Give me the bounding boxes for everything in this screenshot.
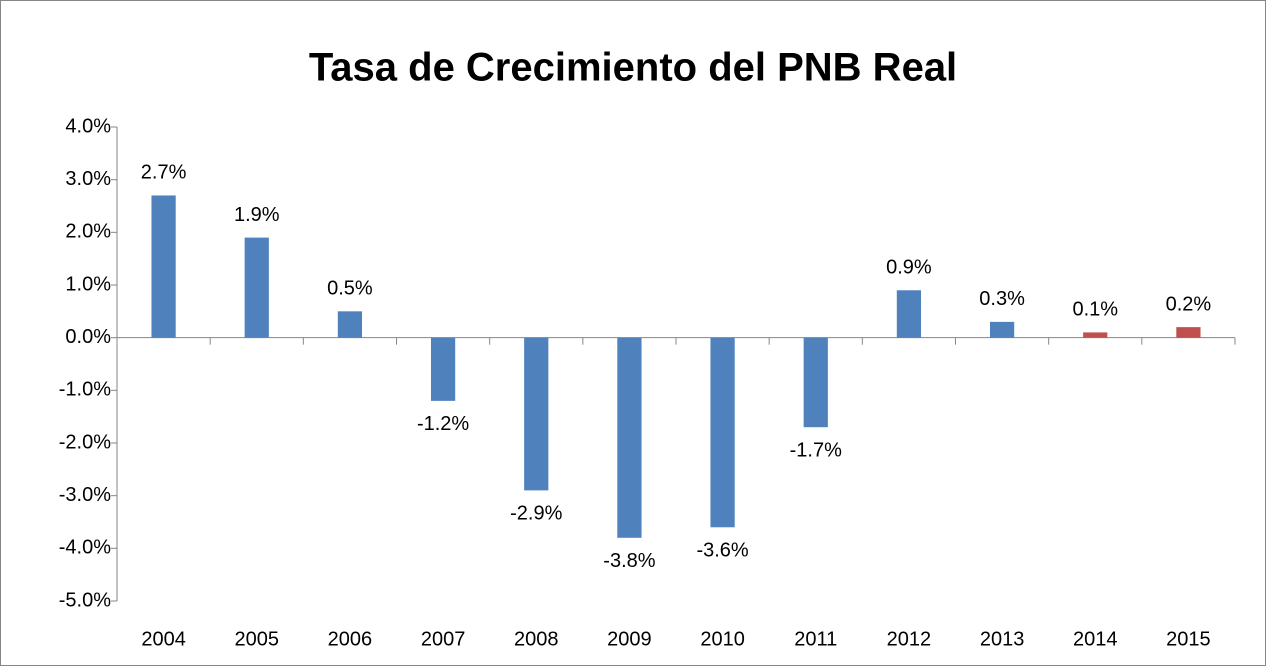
x-tick-label: 2004	[141, 628, 186, 650]
y-tick-label: 0.0%	[65, 326, 111, 348]
x-tick-label: 2012	[887, 628, 932, 650]
y-tick-label: 1.0%	[65, 273, 111, 295]
data-label: 0.9%	[886, 257, 932, 279]
bar	[1176, 327, 1201, 338]
y-tick-label: -2.0%	[59, 431, 111, 453]
x-tick-label: 2007	[421, 628, 466, 650]
y-tick-label: -3.0%	[59, 484, 111, 506]
bar	[896, 290, 922, 338]
y-tick-label: -5.0%	[59, 589, 111, 611]
y-tick-label: 2.0%	[65, 221, 111, 243]
bar	[244, 237, 269, 338]
x-tick-label: 2006	[328, 628, 373, 650]
data-label: -3.6%	[696, 540, 748, 562]
x-tick-label: 2005	[235, 628, 280, 650]
data-label: 0.1%	[1072, 299, 1118, 321]
bar	[337, 311, 363, 338]
x-tick-label: 2011	[794, 628, 837, 650]
y-tick-label: -1.0%	[59, 379, 111, 401]
data-label: -1.7%	[790, 439, 842, 461]
data-label: -2.9%	[510, 503, 562, 525]
x-tick-label: 2008	[514, 628, 559, 650]
bar	[989, 321, 1015, 338]
data-label: 0.5%	[327, 278, 373, 300]
y-tick-label: 3.0%	[65, 168, 111, 190]
bar	[710, 337, 735, 528]
bar	[151, 195, 176, 338]
data-label: 2.7%	[141, 162, 187, 184]
x-tick-label: 2010	[700, 628, 745, 650]
data-label: -3.8%	[603, 550, 655, 572]
data-label: 0.3%	[979, 288, 1025, 310]
bar	[803, 337, 828, 428]
bar	[430, 337, 456, 401]
x-tick-label: 2009	[607, 628, 652, 650]
chart-title: Tasa de Crecimiento del PNB Real	[309, 46, 957, 90]
data-label: -1.2%	[417, 413, 469, 435]
x-tick-label: 2013	[980, 628, 1025, 650]
data-label: 0.2%	[1166, 293, 1212, 315]
bar	[1083, 332, 1108, 338]
data-label: 1.9%	[234, 204, 280, 226]
bar	[524, 337, 549, 491]
x-tick-label: 2015	[1166, 628, 1211, 650]
x-tick-label: 2014	[1073, 628, 1118, 650]
y-tick-label: 4.0%	[65, 115, 111, 137]
bar	[617, 337, 642, 538]
y-tick-label: -4.0%	[59, 537, 111, 559]
